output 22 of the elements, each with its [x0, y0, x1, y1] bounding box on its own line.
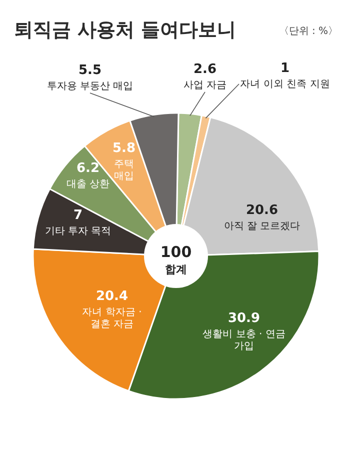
- slice-label: 대출 상환: [66, 179, 110, 190]
- chart-subtitle: 〈단위 : %〉: [278, 26, 338, 37]
- data-label: 2.6: [193, 62, 217, 77]
- slice-label: 자녀 학자금 · 결혼 자금: [82, 307, 142, 330]
- data-label: 20.6: [246, 203, 278, 218]
- chart-title: 퇴직금 사용처 들여다보니: [14, 19, 236, 41]
- data-label: 1: [280, 61, 290, 76]
- data-label: 30.9: [228, 311, 260, 326]
- data-label: 7: [73, 208, 83, 223]
- slice-label: 자녀 이외 친족 지원: [240, 79, 330, 90]
- data-label: 20.4: [96, 289, 128, 304]
- slice-label: 투자용 부동산 매입: [46, 81, 134, 92]
- slice-label: 아직 잘 모르겠다: [224, 221, 300, 232]
- data-label: 5.8: [112, 141, 136, 156]
- slice-label: 사업 자금: [183, 80, 227, 91]
- slice-label: 생활비 보충 · 연금 가입: [202, 329, 286, 352]
- slice-label: 기타 투자 목적: [44, 226, 112, 237]
- data-label: 6.2: [76, 161, 100, 176]
- text: 100: [160, 243, 192, 261]
- slice-label: 주택 매입: [114, 159, 134, 182]
- text: 합계: [165, 263, 187, 276]
- data-label: 5.5: [78, 63, 102, 78]
